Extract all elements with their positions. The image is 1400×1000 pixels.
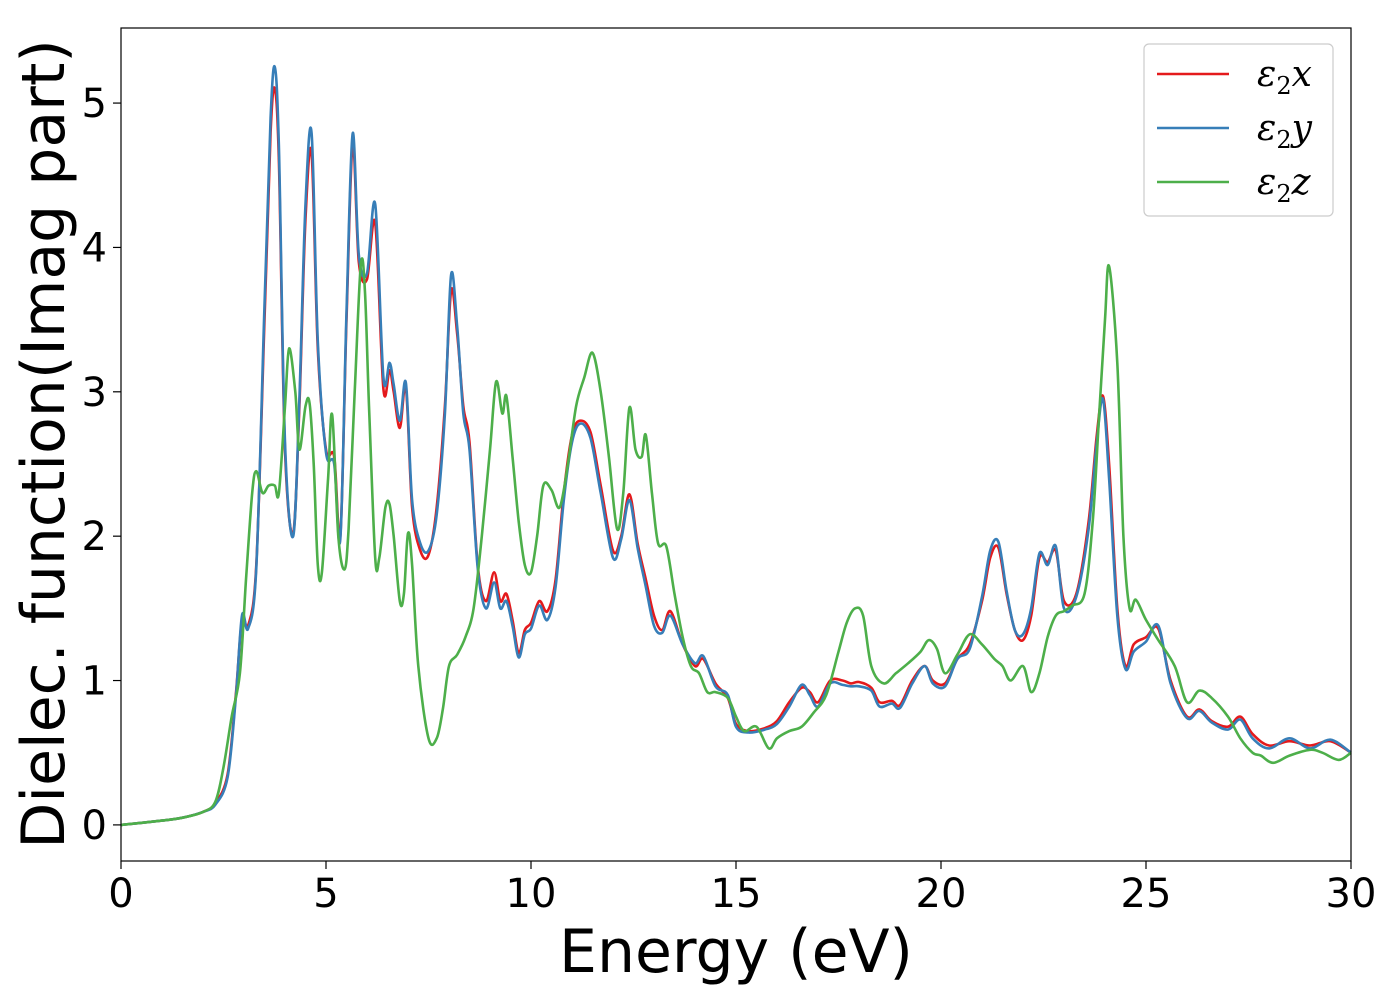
legend-label-x: ε2x — [1257, 54, 1312, 100]
x-tick-label: 20 — [916, 871, 967, 917]
x-axis-title: Energy (eV) — [559, 917, 913, 987]
x-tick-label: 30 — [1326, 871, 1377, 917]
y-tick-label: 5 — [82, 81, 107, 127]
y-tick-label: 4 — [82, 225, 107, 271]
legend-label-z: ε2z — [1257, 162, 1312, 208]
legend: ε2x ε2y ε2z — [1143, 43, 1334, 217]
x-tick-label: 5 — [313, 871, 338, 917]
series-layer — [120, 64, 1352, 827]
x-tick-label: 10 — [506, 871, 557, 917]
x-tick-label: 0 — [108, 871, 133, 917]
legend-label-y: ε2y — [1257, 108, 1313, 154]
series-line-z — [120, 257, 1352, 827]
y-tick-label: 1 — [82, 659, 107, 705]
series-line-y — [120, 64, 1352, 827]
x-tick-label: 15 — [711, 871, 762, 917]
y-tick-label: 0 — [82, 803, 107, 849]
y-axis-title: Dielec. function(Imag part) — [9, 39, 79, 849]
ticks-layer: 0 5 10 15 20 25 30 0 1 2 3 4 5 — [82, 81, 1377, 917]
x-tick-label: 25 — [1121, 871, 1172, 917]
y-tick-label: 3 — [82, 370, 107, 416]
y-tick-label: 2 — [82, 514, 107, 560]
legend-box — [1143, 43, 1334, 217]
